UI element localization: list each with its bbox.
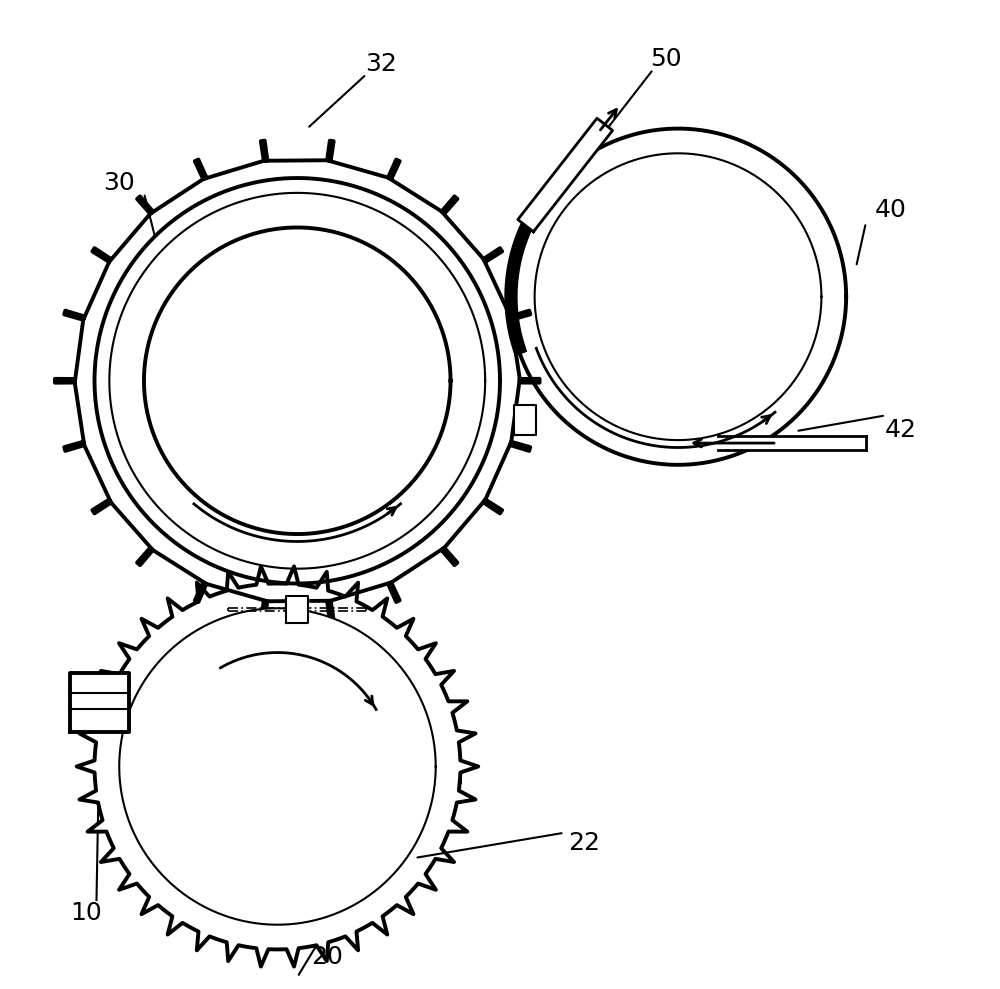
Text: 40: 40 xyxy=(875,198,907,222)
Text: 32: 32 xyxy=(365,52,397,76)
Polygon shape xyxy=(286,595,308,623)
Text: 42: 42 xyxy=(885,418,917,442)
Text: 20: 20 xyxy=(311,945,343,969)
Polygon shape xyxy=(718,436,866,450)
Polygon shape xyxy=(55,140,540,621)
Polygon shape xyxy=(70,673,129,732)
Text: 30: 30 xyxy=(103,171,135,195)
Circle shape xyxy=(510,129,846,465)
Text: 50: 50 xyxy=(650,47,682,71)
Polygon shape xyxy=(518,119,613,231)
Polygon shape xyxy=(514,405,536,435)
Text: 10: 10 xyxy=(71,901,102,925)
Circle shape xyxy=(95,178,500,584)
Text: 22: 22 xyxy=(568,831,600,854)
Circle shape xyxy=(119,608,436,925)
Polygon shape xyxy=(77,567,478,966)
